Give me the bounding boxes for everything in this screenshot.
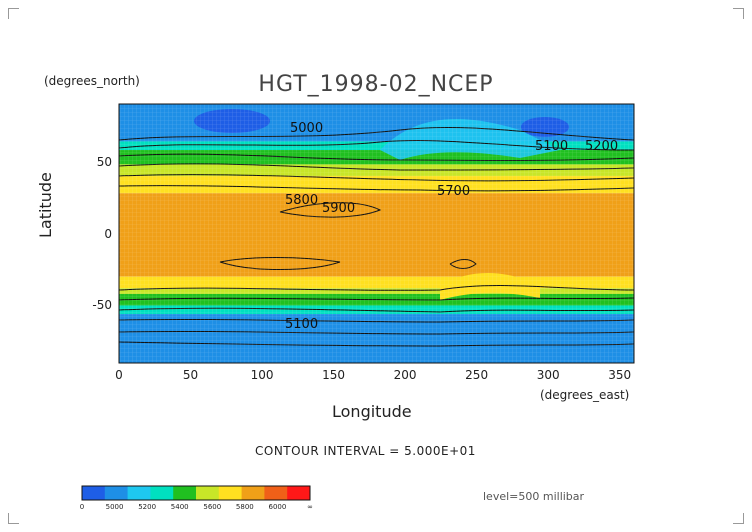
y-tick-label: 50 — [96, 154, 112, 169]
crop-mark-top-right — [733, 8, 744, 19]
colorbar-label: ∞ — [307, 503, 313, 511]
colorbar-label: 6000 — [268, 503, 287, 511]
colorbar-label: 5000 — [105, 503, 124, 511]
y-tick-label: 0 — [104, 226, 112, 241]
plot-frame — [118, 103, 635, 364]
colorbar-label: 5400 — [170, 503, 189, 511]
crop-mark-bottom-right — [733, 513, 744, 524]
x-tick-label: 0 — [115, 368, 123, 382]
colorbar-swatch — [127, 486, 151, 500]
colorbar-swatch — [241, 486, 265, 500]
colorbar-label: 5800 — [235, 503, 254, 511]
colorbar-swatch — [82, 486, 106, 500]
x-tick-label: 200 — [393, 368, 417, 382]
contour-interval-note: CONTOUR INTERVAL = 5.000E+01 — [255, 444, 476, 458]
x-unit-label: (degrees_east) — [540, 388, 630, 402]
colorbar-swatch — [150, 486, 174, 500]
contour-label-5900: 5900 — [322, 201, 355, 216]
contour-label-5100-south: 5100 — [285, 317, 318, 332]
colorbar-swatch — [218, 486, 243, 500]
colorbar-swatch — [264, 486, 288, 500]
crop-mark-top-left — [8, 8, 19, 19]
x-tick-label: 300 — [536, 368, 560, 382]
contour-label-5100-north: 5100 — [535, 139, 568, 154]
x-tick-label: 350 — [608, 368, 632, 382]
contour-label-5000: 5000 — [290, 121, 323, 136]
x-tick-label: 250 — [465, 368, 489, 382]
y-tick-label: -50 — [92, 298, 112, 313]
x-axis-label: Longitude — [332, 402, 412, 421]
colorbar-frame — [81, 485, 311, 501]
colorbar-swatch — [173, 486, 197, 500]
plot-grid-overlay — [119, 104, 634, 363]
colorbar-label: 5600 — [203, 503, 222, 511]
colorbar-swatch — [104, 486, 129, 500]
colorbar-label: 0 — [79, 503, 85, 511]
chart-title: HGT_1998-02_NCEP — [258, 72, 494, 97]
contour-label-5700: 5700 — [437, 184, 470, 199]
contour-label-5200: 5200 — [585, 139, 618, 154]
level-note: level=500 millibar — [483, 490, 585, 503]
x-tick-label: 150 — [322, 368, 346, 382]
colorbar-swatch — [196, 486, 220, 500]
contour-label-5800: 5800 — [285, 193, 318, 208]
crop-mark-bottom-left — [8, 513, 19, 524]
x-tick-label: 100 — [250, 368, 274, 382]
x-tick-label: 50 — [182, 368, 199, 382]
colorbar-swatch — [287, 486, 311, 500]
y-unit-label: (degrees_north) — [44, 74, 140, 88]
colorbar-label: 5200 — [138, 503, 157, 511]
